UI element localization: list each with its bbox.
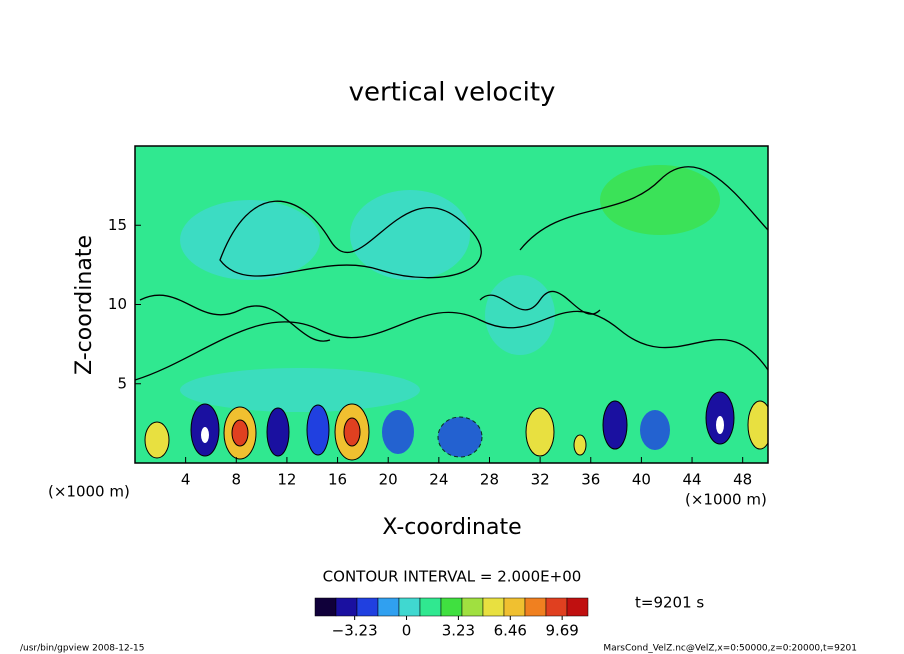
field-blob bbox=[573, 434, 587, 456]
colorbar-cell bbox=[482, 597, 505, 617]
y-axis-label: Z-coordinate bbox=[72, 235, 97, 375]
field-blob bbox=[602, 400, 628, 450]
colorbar-cell bbox=[566, 597, 589, 617]
field-patch bbox=[180, 368, 420, 412]
y-tick-label: 5 bbox=[117, 374, 127, 392]
colorbar-cell bbox=[503, 597, 526, 617]
field-blob bbox=[201, 427, 209, 443]
field-patch bbox=[485, 275, 555, 355]
contour-line bbox=[479, 291, 601, 315]
x-unit-label: (×1000 m) bbox=[48, 483, 130, 501]
x-tick-label: 36 bbox=[581, 471, 600, 489]
colorbar-cell bbox=[419, 597, 442, 617]
colorbar-cell bbox=[356, 597, 379, 617]
contour-interval: CONTOUR INTERVAL = 2.000E+00 bbox=[323, 568, 582, 586]
x-tick-label: 20 bbox=[379, 471, 398, 489]
field-patch bbox=[180, 200, 320, 280]
field-blob bbox=[640, 410, 670, 450]
field-blob bbox=[716, 416, 724, 434]
x-tick-label: 8 bbox=[232, 471, 242, 489]
field-blob bbox=[231, 419, 249, 447]
colorbar-cell bbox=[440, 597, 463, 617]
x-tick-label: 32 bbox=[531, 471, 550, 489]
field-blob bbox=[343, 417, 361, 447]
x-tick-label: 24 bbox=[429, 471, 448, 489]
colorbar-tick-label: 0 bbox=[402, 622, 412, 640]
field-blob bbox=[144, 421, 170, 459]
x-unit-label: (×1000 m) bbox=[685, 491, 767, 509]
x-tick-label: 40 bbox=[632, 471, 651, 489]
colorbar-cell bbox=[398, 597, 421, 617]
colorbar-cell bbox=[335, 597, 358, 617]
x-tick-label: 28 bbox=[480, 471, 499, 489]
colorbar-cell bbox=[461, 597, 484, 617]
x-tick-label: 12 bbox=[277, 471, 296, 489]
colorbar-cell bbox=[524, 597, 547, 617]
colorbar-cell bbox=[545, 597, 568, 617]
field-blob bbox=[266, 407, 290, 457]
field-blob bbox=[747, 400, 768, 450]
contour-line bbox=[219, 200, 482, 279]
colorbar-cell bbox=[377, 597, 400, 617]
x-tick-label: 4 bbox=[181, 471, 191, 489]
x-tick-label: 16 bbox=[328, 471, 347, 489]
time-label: t=9201 s bbox=[635, 594, 704, 612]
contour-line bbox=[135, 310, 768, 381]
field-blob bbox=[306, 404, 330, 456]
colorbar-tick-label: 6.46 bbox=[494, 622, 527, 640]
x-tick-label: 48 bbox=[733, 471, 752, 489]
y-tick-label: 15 bbox=[108, 216, 127, 234]
field-patch bbox=[350, 190, 470, 280]
contour-field bbox=[135, 146, 768, 463]
x-tick-label: 44 bbox=[682, 471, 701, 489]
field-blob bbox=[437, 416, 483, 458]
colorbar-tick-label: −3.23 bbox=[332, 622, 378, 640]
y-tick-label: 10 bbox=[108, 295, 127, 313]
contour-line bbox=[139, 294, 331, 342]
contour-line bbox=[519, 166, 768, 251]
x-axis-label: X-coordinate bbox=[382, 515, 521, 540]
field-blob bbox=[525, 407, 555, 457]
footer-right: MarsCond_VelZ.nc@VelZ,x=0:50000,z=0:2000… bbox=[603, 644, 857, 654]
field-blob bbox=[382, 410, 414, 454]
colorbar-cell bbox=[314, 597, 337, 617]
chart-title: vertical velocity bbox=[349, 78, 556, 108]
field-patch bbox=[600, 165, 720, 235]
colorbar-tick-label: 3.23 bbox=[442, 622, 475, 640]
colorbar-tick-label: 9.69 bbox=[545, 622, 578, 640]
footer-left: /usr/bin/gpview 2008-12-15 bbox=[20, 644, 144, 654]
